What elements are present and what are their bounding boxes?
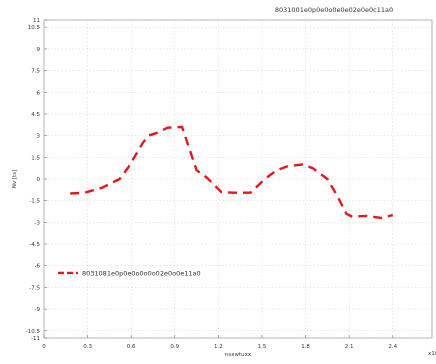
y-tick-label: 10.5 <box>28 25 41 31</box>
y-tick-label: -1.5 <box>29 199 40 205</box>
x-tick-label: 0.3 <box>83 344 92 350</box>
y-axis-label: Nv [ts] <box>12 170 18 188</box>
x-tick-label: 0.6 <box>127 344 136 350</box>
y-tick-label: -3 <box>35 220 41 226</box>
y-tick-label: -11 <box>31 336 40 342</box>
y-tick-label: -10.5 <box>26 329 41 335</box>
x-axis-exponent: x10³ <box>428 350 436 357</box>
x-axis-label: nsxwtuxx <box>225 352 252 358</box>
chart-title: 8031001e0p0e0o0e0e02e0e0c11a0 <box>275 6 393 14</box>
y-tick-label: -7.5 <box>29 285 40 291</box>
y-tick-label: 11 <box>33 18 40 24</box>
y-tick-label: 3 <box>37 134 41 140</box>
x-tick-label: 0 <box>42 344 46 350</box>
y-tick-label: -4.5 <box>29 242 40 248</box>
y-tick-label: -6 <box>35 264 41 270</box>
x-tick-label: 0.9 <box>170 344 179 350</box>
y-tick-label: -9 <box>35 307 41 313</box>
legend-label: 8031081e0p0e0o0o0o02e0o0e11a0 <box>82 269 201 277</box>
y-tick-label: 4.5 <box>31 112 40 118</box>
x-tick-label: 1.5 <box>258 344 267 350</box>
y-tick-label: 7.5 <box>31 69 40 75</box>
x-tick-label: 1.2 <box>214 344 223 350</box>
x-tick-label: 2.1 <box>345 344 354 350</box>
y-tick-label: 0 <box>37 177 41 183</box>
x-tick-label: 2.4 <box>388 344 397 350</box>
y-tick-label: 9 <box>37 47 41 53</box>
y-tick-label: 6 <box>37 90 41 96</box>
y-tick-label: 1.5 <box>31 155 40 161</box>
x-tick-label: 1.8 <box>301 344 310 350</box>
